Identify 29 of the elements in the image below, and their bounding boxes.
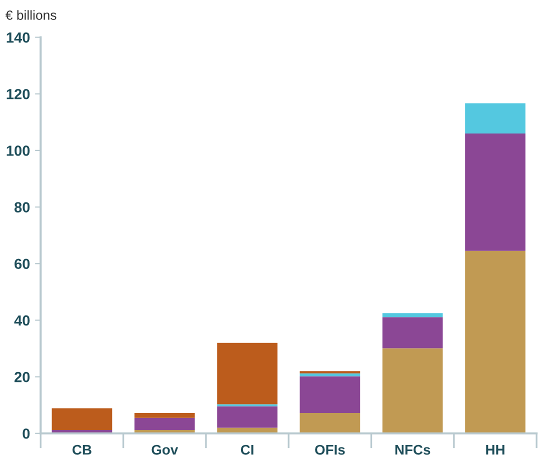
y-tick-label: 40 (14, 315, 30, 326)
bar (465, 133, 526, 251)
y-tick-label: 20 (14, 372, 30, 382)
y-tick-label: 120 (6, 88, 30, 100)
y-tick-label: 100 (6, 146, 30, 156)
bar (300, 376, 360, 414)
y-tick-label: 80 (14, 202, 30, 212)
x-tick-label: OFIs (315, 444, 345, 455)
bar (300, 413, 360, 434)
bar (217, 406, 278, 428)
bar (52, 430, 112, 433)
bar (465, 103, 526, 134)
x-tick-label: CI (240, 444, 254, 455)
bar (382, 313, 443, 318)
y-tick-label: 60 (14, 258, 30, 270)
y-axis-title: € billions (6, 10, 56, 20)
y-tick-label: 0 (22, 428, 30, 439)
x-tick-label: CB (72, 444, 92, 455)
bar (52, 408, 112, 430)
bar (382, 317, 443, 348)
y-tick-label: 140 (6, 32, 30, 43)
x-tick-label: HH (486, 445, 504, 455)
bar (134, 418, 195, 430)
bar (134, 413, 195, 418)
x-tick-label: NFCs (395, 444, 430, 455)
bar (465, 250, 526, 434)
bar (382, 348, 443, 434)
x-tick-label: Gov (152, 444, 178, 455)
bar (217, 342, 278, 404)
